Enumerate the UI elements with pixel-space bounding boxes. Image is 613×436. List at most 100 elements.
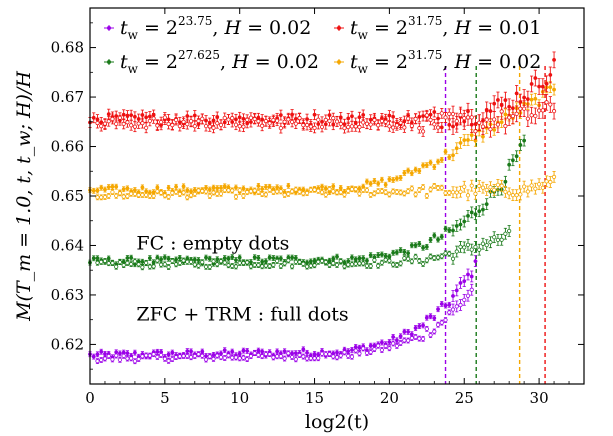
data-point [387, 192, 392, 197]
data-point [211, 259, 216, 264]
data-point [435, 322, 441, 327]
data-point [387, 258, 392, 263]
data-point [357, 186, 362, 191]
data-point [278, 256, 283, 261]
data-point [241, 348, 246, 353]
data-point [215, 191, 220, 196]
data-point [159, 120, 164, 125]
data-point [346, 262, 351, 267]
data-point [398, 340, 403, 346]
data-point [170, 258, 175, 264]
data-point [540, 185, 545, 190]
data-point [420, 129, 426, 134]
data-point [155, 123, 160, 128]
data-point [305, 350, 310, 355]
data-point [462, 184, 467, 189]
data-point [121, 353, 126, 358]
data-point [342, 264, 347, 269]
data-point [233, 194, 239, 199]
legend-tw-exp: 31.75 [408, 14, 442, 28]
data-point [484, 243, 489, 248]
data-point [222, 115, 227, 121]
data-point [447, 111, 452, 116]
data-point [529, 183, 534, 188]
data-point [417, 336, 422, 341]
x-axis: 0 5 10 15 20 25 30 [85, 8, 585, 407]
data-point [312, 263, 317, 268]
data-point [447, 155, 452, 160]
data-point [230, 349, 235, 354]
data-point [99, 124, 104, 129]
data-point [263, 192, 268, 197]
data-point [275, 258, 280, 264]
data-point [304, 122, 310, 128]
data-point [357, 345, 362, 350]
data-point [480, 124, 486, 129]
data-point [406, 189, 411, 194]
data-point [181, 353, 186, 359]
data-point [144, 192, 149, 198]
data-point [121, 194, 126, 199]
data-point [327, 258, 332, 263]
data-point [147, 118, 152, 123]
data-point [140, 121, 145, 126]
data-point [207, 264, 212, 270]
data-point [293, 121, 298, 126]
data-point [499, 183, 504, 188]
data-point [188, 118, 194, 124]
data-point [484, 202, 489, 207]
data-point [286, 351, 291, 356]
data-point [357, 191, 362, 196]
data-point [409, 243, 414, 248]
data-point [196, 258, 201, 263]
x-tick-label: 30 [530, 389, 549, 407]
data-point [421, 245, 426, 250]
legend-H: H [453, 17, 471, 39]
data-point [263, 259, 268, 264]
data-point [510, 193, 515, 198]
data-point [173, 355, 179, 360]
data-point [379, 177, 384, 182]
data-point [114, 121, 119, 126]
data-point [271, 189, 276, 195]
data-point [230, 263, 235, 269]
data-point [289, 119, 295, 125]
data-point [102, 121, 108, 126]
data-point [402, 191, 407, 196]
data-point [260, 192, 265, 197]
data-point [342, 192, 347, 197]
data-point [492, 127, 497, 132]
legend-H: H [231, 51, 249, 73]
data-point [522, 106, 527, 111]
data-point [282, 261, 287, 266]
data-point [102, 194, 108, 200]
data-point [398, 120, 403, 125]
data-point [293, 351, 298, 356]
data-point [327, 186, 332, 192]
data-point [304, 190, 310, 196]
data-point [211, 125, 216, 130]
data-point [282, 349, 287, 354]
data-point [338, 259, 343, 264]
data-point [357, 115, 362, 120]
data-point [151, 352, 156, 357]
data-point [196, 118, 201, 124]
data-point [282, 356, 287, 361]
data-point [222, 355, 227, 361]
x-tick-label: 0 [85, 389, 95, 407]
y-tick-label: 0.68 [51, 39, 84, 57]
data-point [424, 258, 429, 263]
y-tick-label: 0.67 [51, 88, 84, 106]
data-point [510, 113, 515, 119]
legend-t: t [120, 51, 128, 73]
data-point [207, 354, 212, 359]
data-point [140, 265, 145, 270]
y-tick-label: 0.65 [51, 187, 84, 205]
data-point [297, 259, 302, 265]
data-point [286, 117, 291, 122]
data-point [297, 189, 302, 194]
data-point [319, 351, 325, 356]
data-point [387, 346, 392, 351]
data-point [376, 343, 381, 348]
data-point [338, 121, 343, 126]
